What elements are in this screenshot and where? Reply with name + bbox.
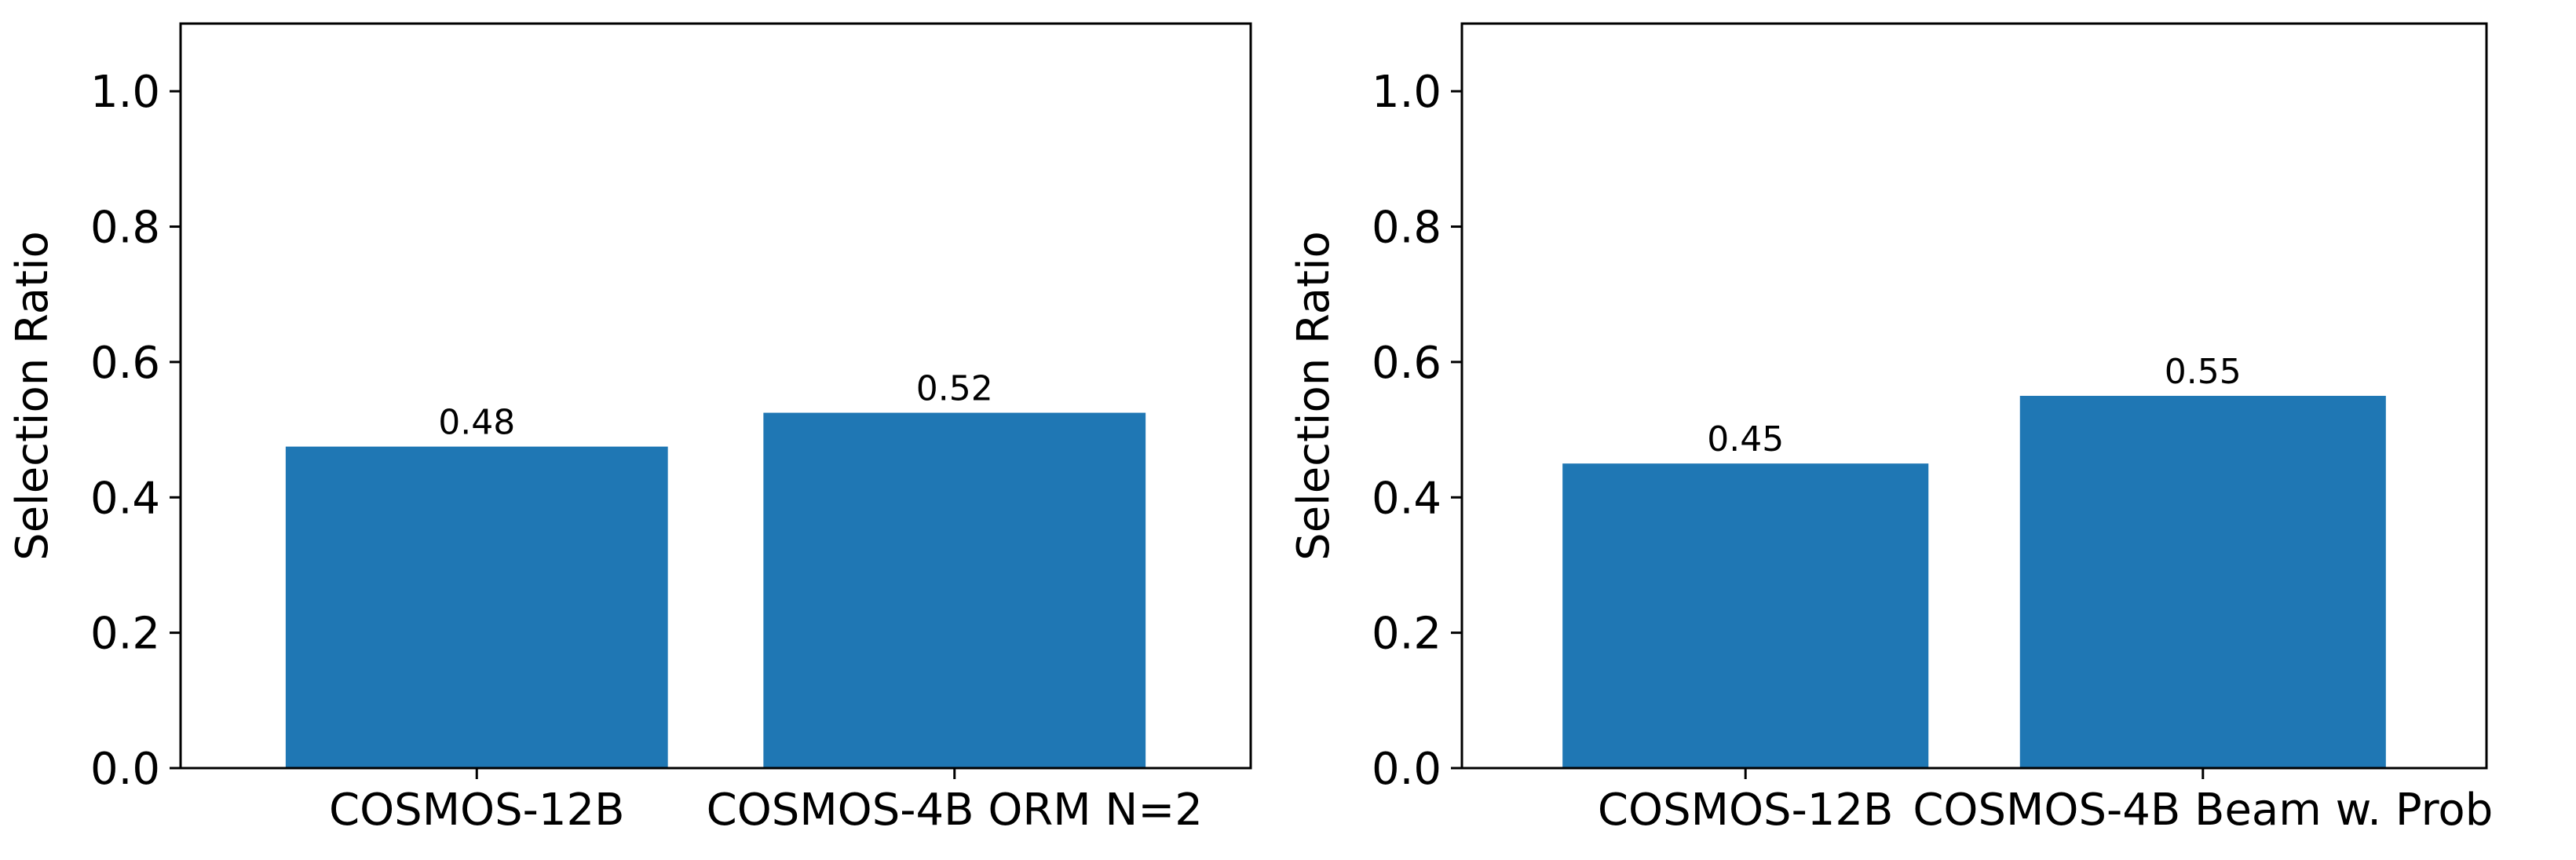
right-data-label-0: 0.45	[1707, 419, 1784, 459]
left-data-label-1: 0.52	[916, 369, 993, 409]
right-bar-1	[2019, 396, 2386, 768]
right-y-tick-label-5: 1.0	[1372, 67, 1441, 118]
right-data-label-1: 0.55	[2165, 352, 2242, 392]
left-y-axis-label: Selection Ratio	[7, 231, 58, 561]
right-y-tick-label-1: 0.2	[1372, 609, 1441, 660]
left-y-tick-label-3: 0.6	[90, 338, 160, 389]
left-data-label-0: 0.48	[438, 403, 515, 443]
left-y-tick-label-2: 0.4	[90, 473, 160, 524]
left-bar-0	[285, 446, 668, 768]
left-x-tick-label-0: COSMOS-12B	[329, 785, 625, 836]
right-y-tick-label-3: 0.6	[1372, 338, 1441, 389]
right-bar-chart: 0.45 COSMOS-12B 0.55 COSMOS-4B Beam w. Prob…	[1288, 22, 2493, 836]
right-y-tick-label-2: 0.4	[1372, 473, 1441, 524]
left-y-tick-label-4: 0.8	[90, 203, 160, 254]
right-plot-frame	[1460, 22, 2488, 770]
left-bar-1	[763, 412, 1146, 768]
right-x-tick-label-0: COSMOS-12B	[1598, 785, 1894, 836]
left-y-tick-label-5: 1.0	[90, 67, 160, 118]
right-bar-0	[1562, 463, 1929, 768]
right-y-tick-label-0: 0.0	[1372, 744, 1441, 795]
right-y-axis-label: Selection Ratio	[1288, 231, 1339, 561]
left-y-tick-label-1: 0.2	[90, 609, 160, 660]
left-y-tick-label-0: 0.0	[90, 744, 160, 795]
left-bar-chart: 0.48 COSMOS-12B 0.52 COSMOS-4B ORM N=2 0.0 0.…	[7, 22, 1252, 836]
right-y-tick-label-4: 0.8	[1372, 203, 1441, 254]
left-x-tick-label-1: COSMOS-4B ORM N=2	[707, 785, 1203, 836]
right-x-tick-label-1: COSMOS-4B Beam w. Prob	[1913, 785, 2493, 836]
left-plot-frame	[179, 22, 1252, 770]
